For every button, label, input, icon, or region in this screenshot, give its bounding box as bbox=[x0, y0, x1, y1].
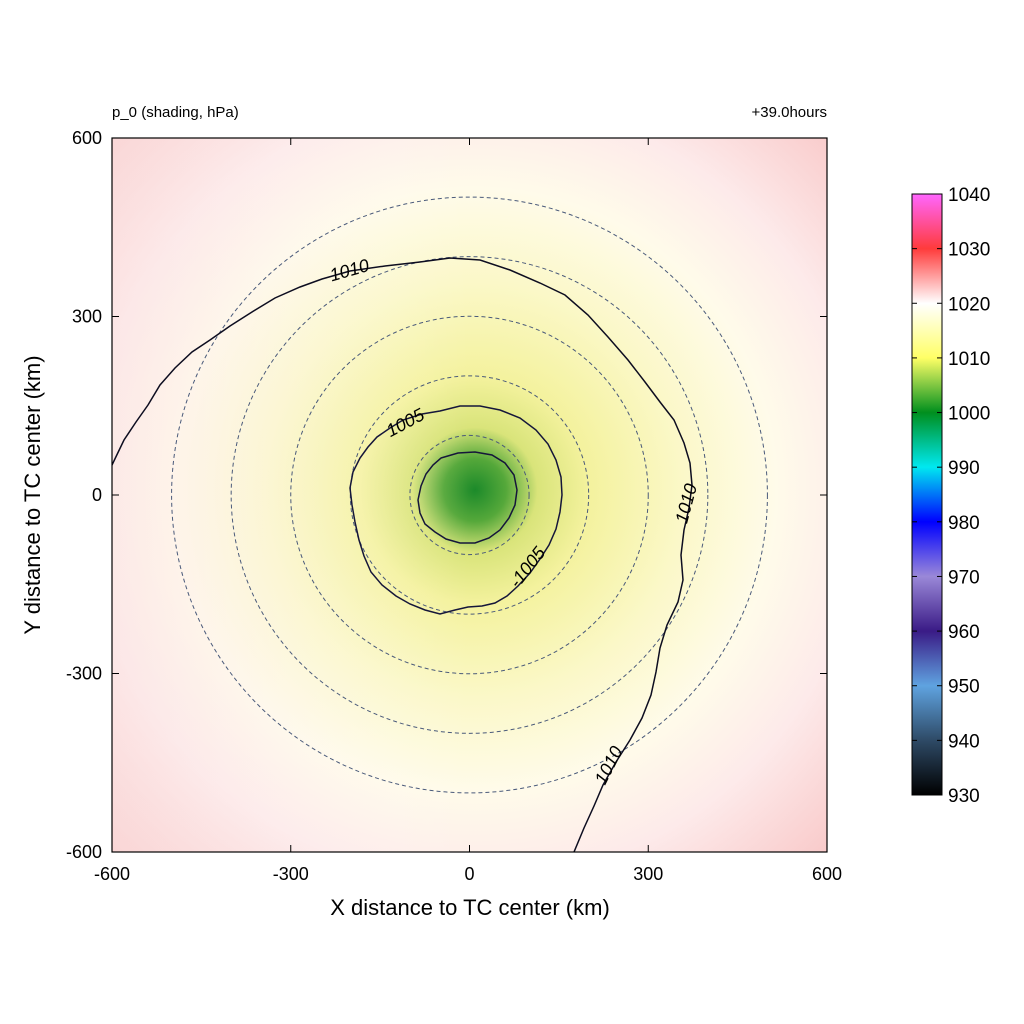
y-axis-label: Y distance to TC center (km) bbox=[20, 355, 45, 634]
colorbar-tick-label: 1020 bbox=[948, 294, 990, 315]
colorbar-tick-label: 1010 bbox=[948, 349, 990, 370]
colorbar-fill bbox=[912, 194, 942, 795]
y-tick-label: 600 bbox=[72, 128, 102, 148]
colorbar-tick-label: 950 bbox=[948, 677, 980, 698]
x-tick-label: -600 bbox=[94, 864, 130, 884]
colorbar-frame bbox=[911, 193, 943, 796]
colorbar-tick-label: 1040 bbox=[948, 185, 990, 206]
contour-1010 bbox=[112, 257, 693, 852]
plot-area bbox=[112, 138, 827, 852]
colorbar: 1040 1030 1020 1010 1000 990 980 970 960 950 940 93… bbox=[911, 185, 990, 807]
colorbar-tick-label: 1030 bbox=[948, 240, 990, 261]
colorbar-tick-label: 930 bbox=[948, 786, 980, 807]
range-ring bbox=[171, 196, 768, 794]
range-ring bbox=[290, 315, 649, 675]
x-tick-label: 0 bbox=[464, 864, 474, 884]
chart-title-left: p_0 (shading, hPa) bbox=[112, 104, 239, 121]
colorbar-tick-label: 990 bbox=[948, 458, 980, 479]
x-tick-label: -300 bbox=[273, 864, 309, 884]
pressure-shading-tint bbox=[112, 138, 827, 852]
y-tick-label: -600 bbox=[66, 842, 102, 862]
colorbar-tick-label: 960 bbox=[948, 622, 980, 643]
x-axis-label: X distance to TC center (km) bbox=[330, 895, 610, 920]
x-tick-label: 300 bbox=[633, 864, 663, 884]
colorbar-tick-label: 1000 bbox=[948, 404, 990, 425]
contour-1005-outer bbox=[349, 405, 563, 615]
contour-1005-inner bbox=[417, 451, 518, 544]
chart-title-right: +39.0hours bbox=[752, 104, 827, 121]
range-ring bbox=[409, 434, 530, 556]
x-axis: -600 -300 0 300 600 bbox=[94, 138, 842, 884]
colorbar-tick-label: 980 bbox=[948, 513, 980, 534]
y-tick-label: 0 bbox=[92, 485, 102, 505]
y-tick-label: 300 bbox=[72, 307, 102, 327]
colorbar-tick-label: 940 bbox=[948, 731, 980, 752]
colorbar-tick-label: 970 bbox=[948, 567, 980, 588]
range-ring bbox=[230, 256, 709, 734]
y-axis: 600 300 0 -300 -600 bbox=[66, 128, 827, 862]
x-tick-label: 600 bbox=[812, 864, 842, 884]
y-tick-label: -300 bbox=[66, 664, 102, 684]
